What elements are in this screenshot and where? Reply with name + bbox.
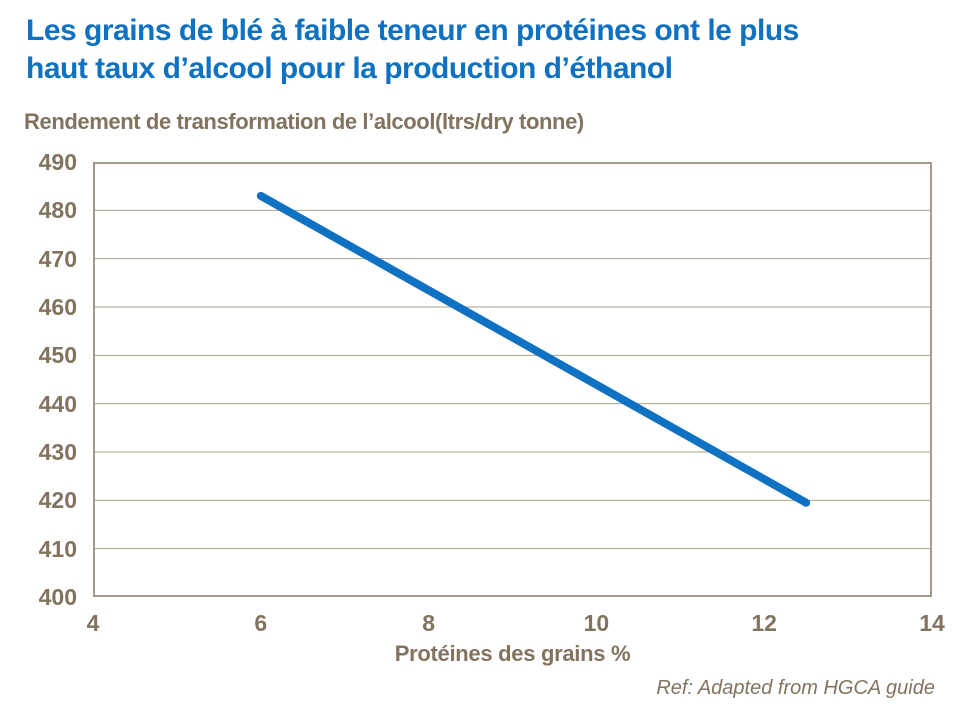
y-tick-label: 400 xyxy=(38,584,77,610)
y-tick-label: 420 xyxy=(38,487,77,514)
x-tick-label: 6 xyxy=(254,610,268,636)
plot-frame xyxy=(93,162,932,597)
x-tick-label: 12 xyxy=(751,610,777,636)
y-tick-label: 480 xyxy=(38,197,77,224)
x-tick-label: 8 xyxy=(422,610,435,636)
x-tick-label: 4 xyxy=(86,610,100,636)
slide-title-line1: Les grains de blé à faible teneur en pro… xyxy=(26,14,799,47)
slide-title: Les grains de blé à faible teneur en pro… xyxy=(26,12,799,88)
y-tick-label: 490 xyxy=(38,149,77,175)
y-tick-label: 470 xyxy=(38,245,77,272)
y-tick-label: 410 xyxy=(38,535,77,562)
data-line-rendement-alcool xyxy=(256,191,811,507)
y-tick-label: 430 xyxy=(38,439,77,465)
y-tick-label: 450 xyxy=(38,342,77,369)
y-tick-label: 440 xyxy=(38,390,77,417)
plot-area xyxy=(93,162,932,597)
chart-title-yaxis-caption: Rendement de transformation de l’alcool(… xyxy=(24,109,584,134)
slide-title-line2: haut taux d’alcool pour la production d’… xyxy=(26,52,673,85)
x-tick-label: 14 xyxy=(919,610,945,636)
x-axis-title: Protéines des grains % xyxy=(394,641,631,666)
reference-note: Ref: Adapted from HGCA guide xyxy=(656,677,935,699)
x-tick-label: 10 xyxy=(583,610,610,636)
y-tick-label: 460 xyxy=(38,294,77,320)
